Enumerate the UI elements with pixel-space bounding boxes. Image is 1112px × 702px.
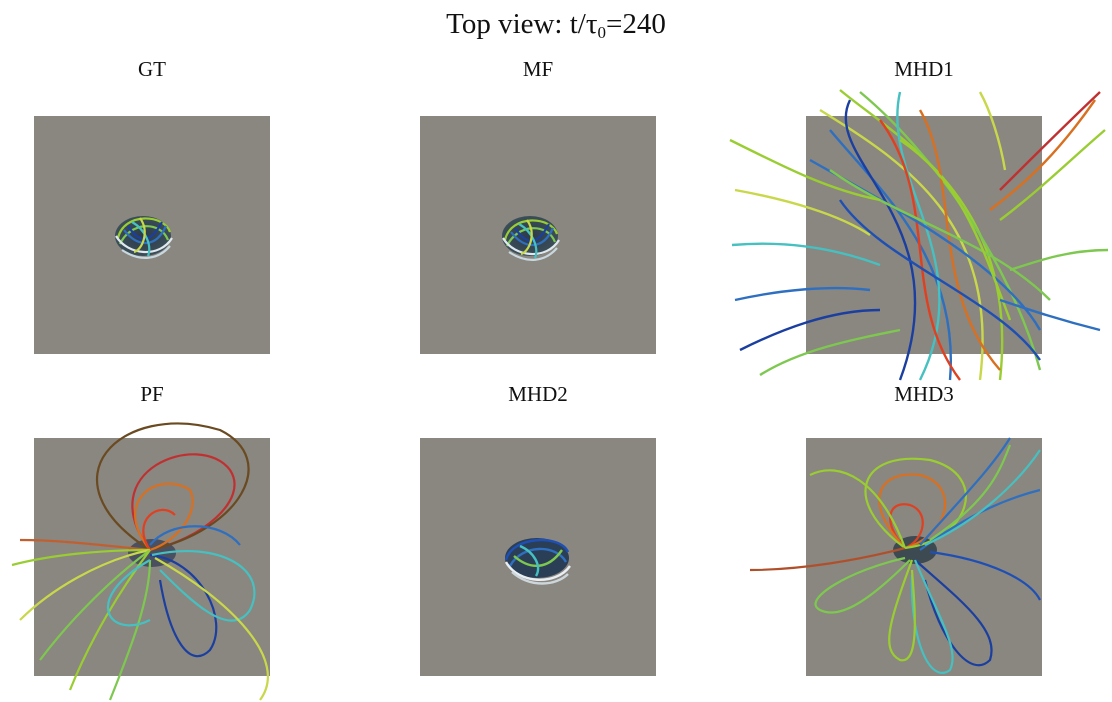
panel-label-mhd3: MHD3 [894, 382, 954, 406]
panel-label-mhd1: MHD1 [894, 57, 954, 81]
panel-label-gt: GT [138, 57, 166, 81]
panel-mhd1 [806, 116, 1042, 354]
panel-gt [34, 116, 270, 354]
panel-label-mf: MF [522, 57, 554, 81]
panel-pf [34, 438, 270, 676]
panel-mhd3 [806, 438, 1042, 676]
panel-label-pf: PF [140, 382, 164, 406]
panel-mf [420, 116, 656, 354]
panel-label-mhd2: MHD2 [508, 382, 568, 406]
panel-mhd2 [420, 438, 656, 676]
figure-title: Top view: t/τ0=240 [446, 8, 666, 42]
